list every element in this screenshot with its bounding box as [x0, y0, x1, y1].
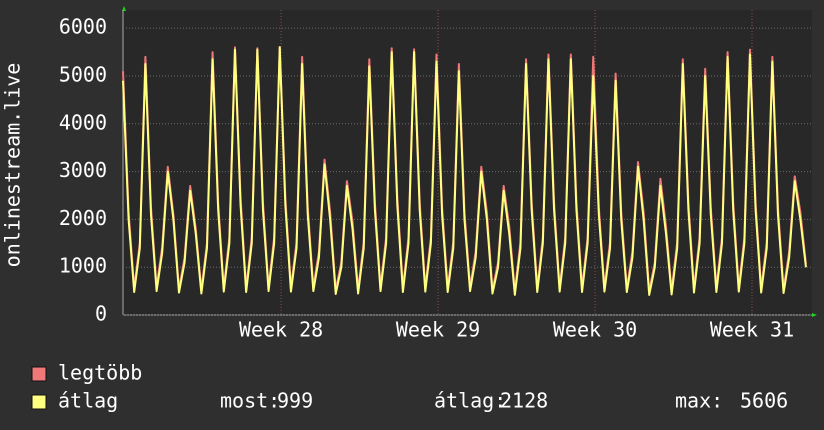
y-tick-label: 3000	[59, 158, 107, 182]
x-tick-label: Week 30	[553, 318, 637, 342]
y-axis-title: onlinestream.live	[1, 63, 25, 268]
y-tick-label: 6000	[59, 15, 107, 39]
y-tick-label: 5000	[59, 62, 107, 86]
y-tick-label: 2000	[59, 206, 107, 230]
x-tick-label: Week 29	[396, 318, 480, 342]
stat-label: most:	[220, 389, 280, 413]
legend-label: átlag	[58, 389, 118, 413]
data-line	[122, 46, 807, 296]
stat-value: 2128	[500, 389, 548, 413]
axis-arrow	[122, 6, 126, 11]
legend-label: legtöbb	[58, 361, 142, 385]
axis-arrow	[812, 313, 817, 317]
y-tick-label: 4000	[59, 110, 107, 134]
stat-value: 999	[277, 389, 313, 413]
legend-swatch	[31, 394, 47, 410]
y-tick-label: 1000	[59, 254, 107, 278]
stat-value: 5606	[740, 389, 788, 413]
x-tick-label: Week 31	[710, 318, 794, 342]
stat-label: átlag:	[434, 389, 506, 413]
stat-label: max:	[675, 389, 723, 413]
legend-swatch	[31, 366, 47, 382]
x-tick-label: Week 28	[239, 318, 323, 342]
y-tick-label: 0	[95, 302, 107, 326]
